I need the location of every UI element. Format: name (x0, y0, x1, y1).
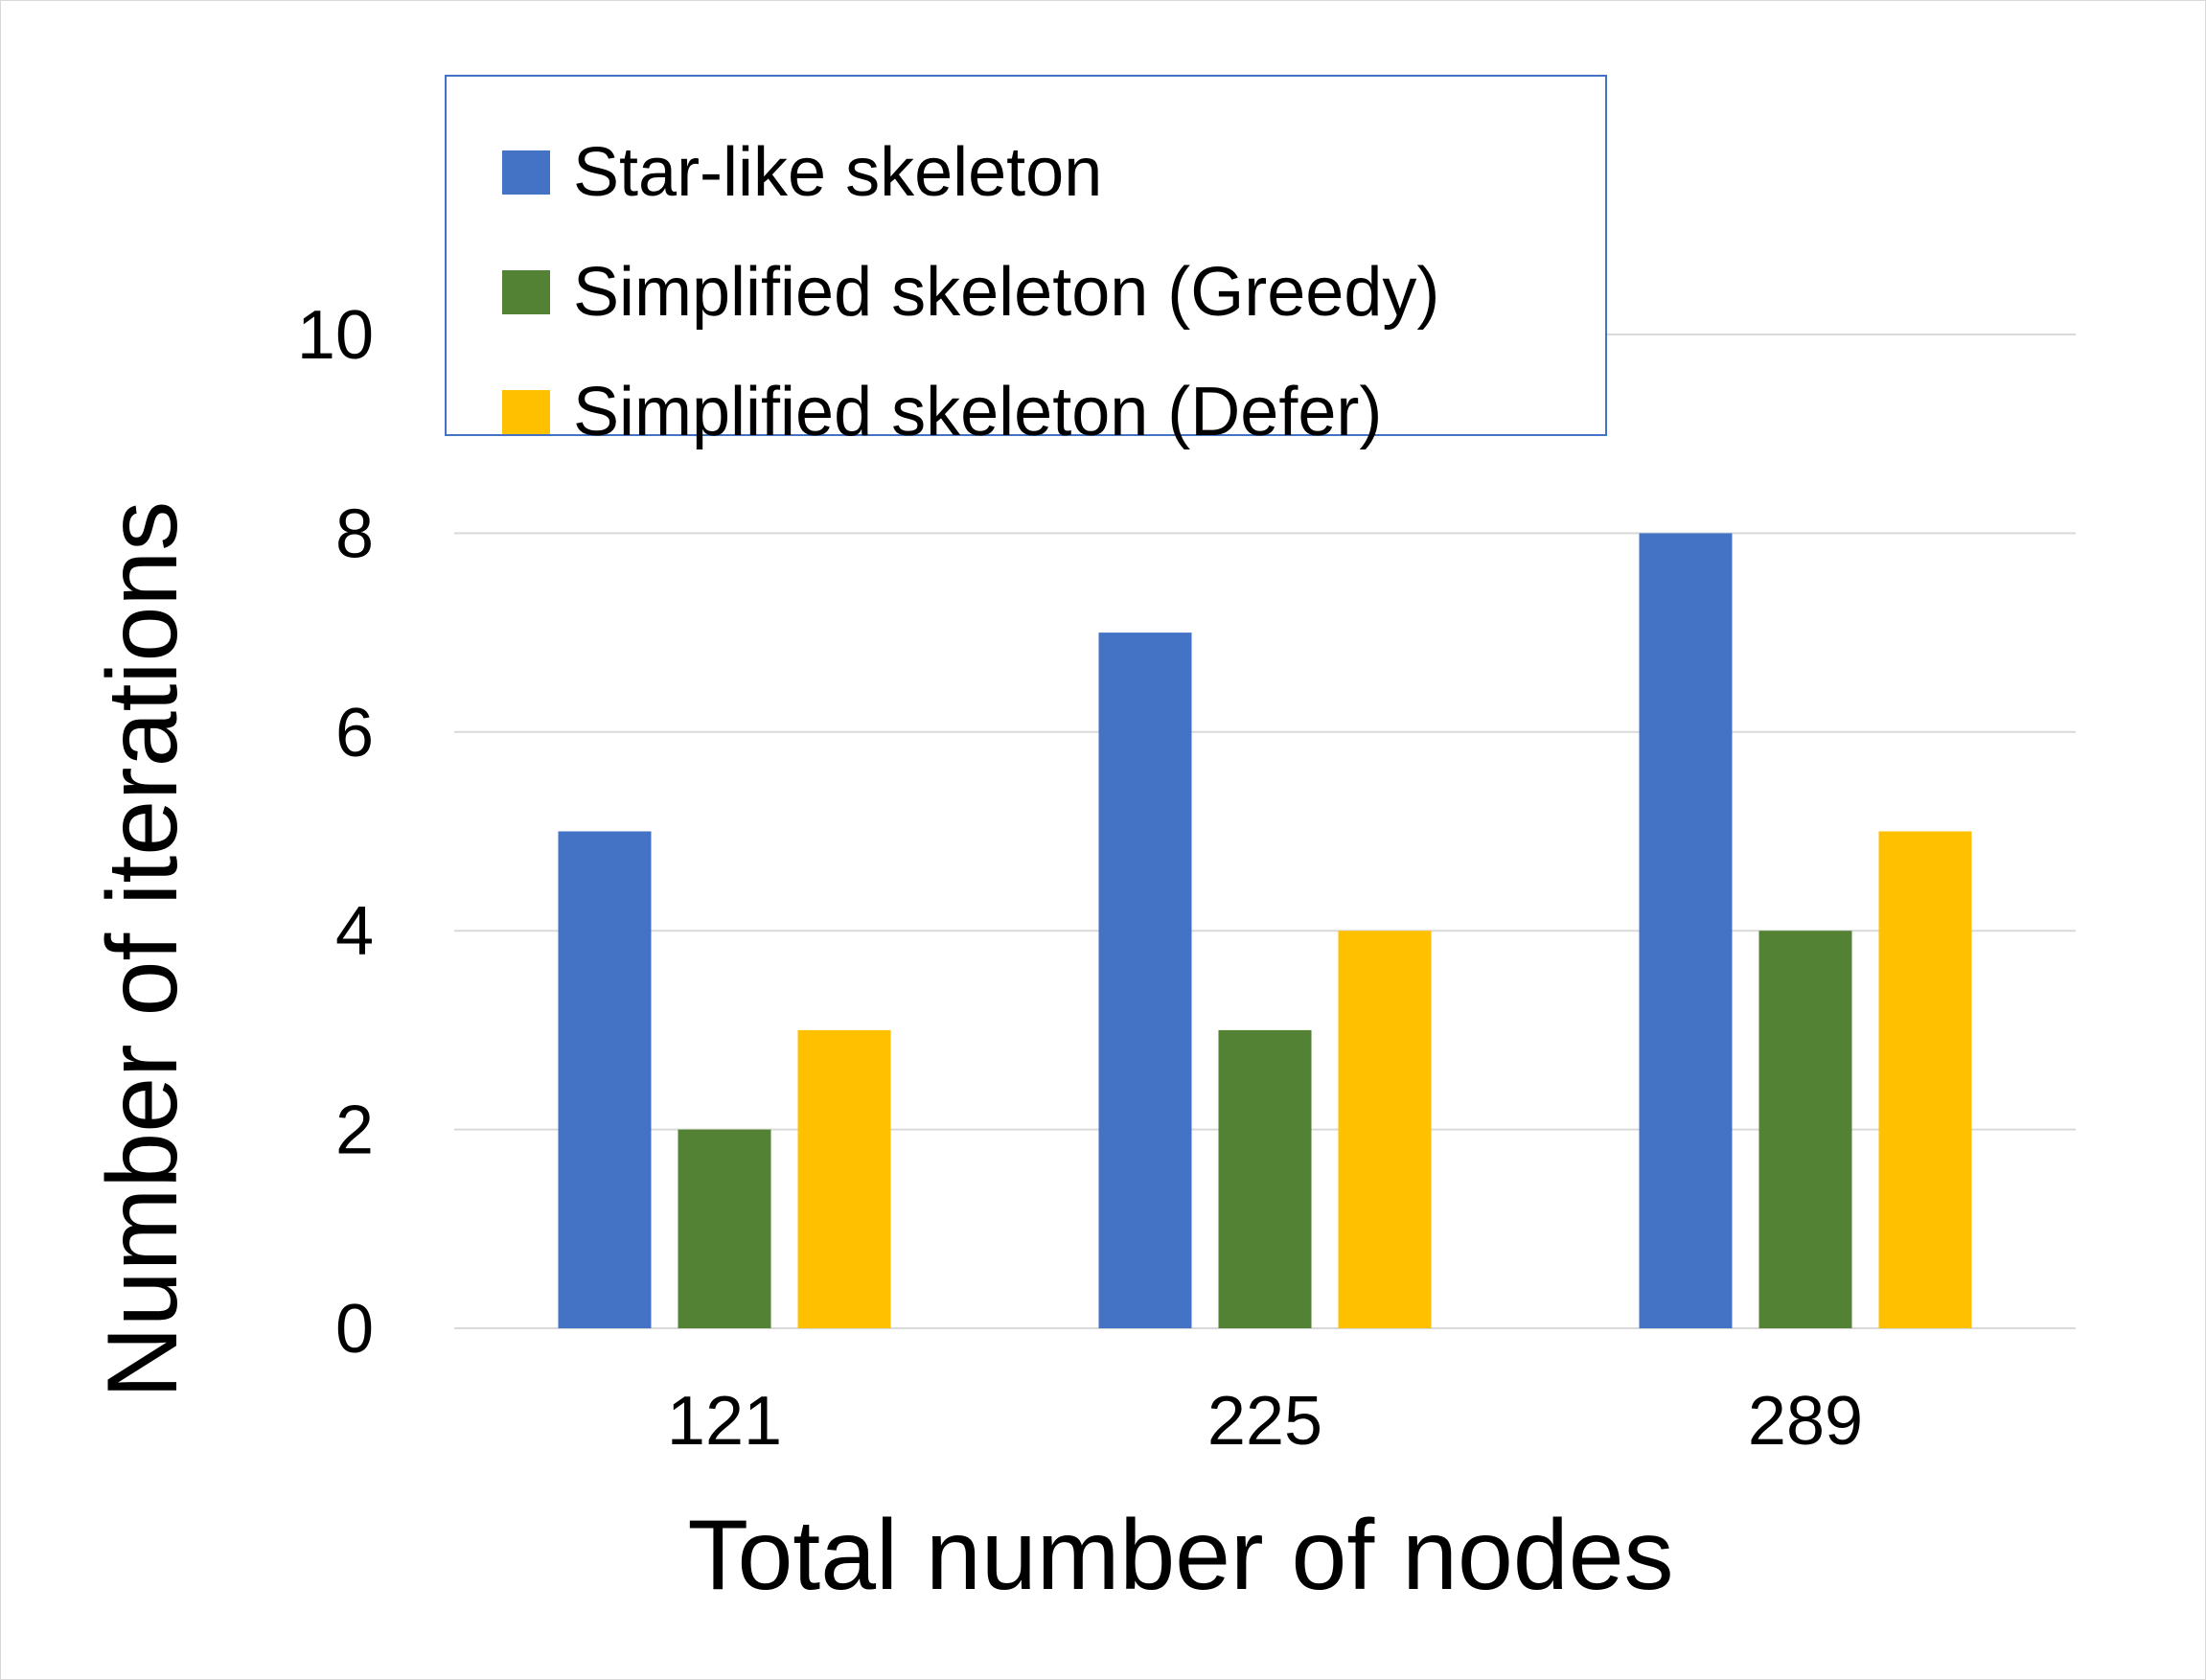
bar-defer-289 (1878, 831, 1972, 1328)
y-tick-label: 4 (335, 893, 374, 970)
x-tick-label: 289 (1748, 1383, 1863, 1460)
legend-label-defer: Simplified skeleton (Defer) (573, 374, 1383, 450)
legend-swatch-defer (502, 390, 550, 434)
y-axis-title: Number of iterations (87, 501, 198, 1398)
bar-greedy-289 (1758, 931, 1852, 1328)
bar-star-like-289 (1639, 533, 1733, 1328)
bar-defer-225 (1338, 931, 1432, 1328)
x-tick-label: 225 (1207, 1383, 1322, 1460)
y-tick-label: 0 (335, 1291, 374, 1368)
x-axis-title: Total number of nodes (687, 1500, 1673, 1611)
legend: Star-like skeleton Simplified skeleton (… (445, 75, 1607, 447)
x-tick-label: 121 (667, 1383, 782, 1460)
legend-item-defer: Simplified skeleton (Defer) (502, 374, 1382, 450)
bar-defer-121 (797, 1029, 891, 1328)
bar-star-like-121 (558, 831, 652, 1328)
legend-item-star-like: Star-like skeleton (502, 134, 1102, 211)
y-tick-label: 6 (335, 695, 374, 771)
legend-label-star-like: Star-like skeleton (573, 134, 1103, 211)
legend-swatch-star-like (502, 150, 550, 195)
y-tick-label: 8 (335, 495, 374, 572)
bar-star-like-225 (1098, 633, 1192, 1328)
y-tick-labels: 0 2 4 6 8 10 (297, 297, 374, 1368)
y-tick-label: 2 (335, 1093, 374, 1169)
legend-swatch-greedy (502, 270, 550, 314)
bars (558, 533, 1972, 1328)
legend-label-greedy: Simplified skeleton (Greedy) (573, 254, 1440, 331)
bar-greedy-121 (678, 1129, 771, 1328)
legend-item-greedy: Simplified skeleton (Greedy) (502, 254, 1439, 331)
bar-greedy-225 (1218, 1029, 1312, 1328)
x-tick-labels: 121 225 289 (667, 1383, 1863, 1460)
y-tick-label: 10 (297, 297, 374, 374)
